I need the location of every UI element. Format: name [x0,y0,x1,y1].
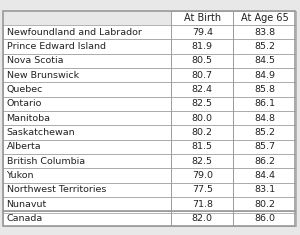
Bar [233,125,296,140]
Text: 81.5: 81.5 [192,142,213,151]
Text: 80.5: 80.5 [192,56,213,65]
Bar [171,154,233,168]
Bar [171,25,233,39]
Text: 84.8: 84.8 [254,114,275,123]
Bar [171,183,233,197]
Bar [3,168,171,183]
Text: Nunavut: Nunavut [7,200,47,209]
Bar [233,11,296,25]
Bar [171,111,233,125]
Bar [3,183,171,197]
Text: 85.7: 85.7 [254,142,275,151]
Text: 85.2: 85.2 [254,128,275,137]
Text: 86.0: 86.0 [254,214,275,223]
Bar [171,68,233,82]
Text: 86.1: 86.1 [254,99,275,108]
Text: 79.4: 79.4 [192,27,213,37]
Bar [233,211,296,226]
Bar [3,211,171,226]
Bar [171,39,233,54]
Text: Prince Edward Island: Prince Edward Island [7,42,106,51]
Text: 84.5: 84.5 [254,56,275,65]
Text: 80.0: 80.0 [192,114,213,123]
Text: Saskatchewan: Saskatchewan [7,128,75,137]
Text: 85.8: 85.8 [254,85,275,94]
Bar [3,154,171,168]
Text: Manitoba: Manitoba [7,114,50,123]
Text: 86.2: 86.2 [254,157,275,166]
Bar [3,197,171,211]
Text: Quebec: Quebec [7,85,43,94]
Text: Yukon: Yukon [7,171,34,180]
Text: 84.4: 84.4 [254,171,275,180]
Text: 71.8: 71.8 [192,200,213,209]
Bar [233,54,296,68]
Text: 79.0: 79.0 [192,171,213,180]
Text: 83.8: 83.8 [254,27,275,37]
Text: New Brunswick: New Brunswick [7,70,79,80]
Bar [233,183,296,197]
Text: 82.5: 82.5 [192,99,213,108]
Bar [171,125,233,140]
Text: 82.0: 82.0 [192,214,213,223]
Bar [171,11,233,25]
Text: 83.1: 83.1 [254,185,275,194]
Bar [171,82,233,97]
Text: 77.5: 77.5 [192,185,213,194]
Bar [233,25,296,39]
Bar [3,68,171,82]
Text: Newfoundland and Labrador: Newfoundland and Labrador [7,27,141,37]
Text: Alberta: Alberta [7,142,41,151]
Text: Canada: Canada [7,214,43,223]
Bar [233,39,296,54]
Text: 82.4: 82.4 [192,85,213,94]
Bar [3,39,171,54]
Text: Northwest Territories: Northwest Territories [7,185,106,194]
Bar [3,140,171,154]
Bar [171,168,233,183]
Text: 82.5: 82.5 [192,157,213,166]
Bar [3,11,171,25]
Bar [171,140,233,154]
Bar [233,97,296,111]
Bar [3,97,171,111]
Text: British Columbia: British Columbia [7,157,85,166]
Bar [171,97,233,111]
Text: 80.2: 80.2 [254,200,275,209]
Bar [171,211,233,226]
Bar [3,111,171,125]
Text: 81.9: 81.9 [192,42,213,51]
Text: 80.2: 80.2 [192,128,213,137]
Bar [3,125,171,140]
Bar [233,82,296,97]
Bar [3,25,171,39]
Bar [233,154,296,168]
Text: Ontario: Ontario [7,99,42,108]
Bar [233,168,296,183]
Text: 85.2: 85.2 [254,42,275,51]
Bar [233,197,296,211]
Text: At Birth: At Birth [184,13,221,23]
Bar [171,197,233,211]
Text: Nova Scotia: Nova Scotia [7,56,63,65]
Text: At Age 65: At Age 65 [241,13,288,23]
Bar [233,68,296,82]
Bar [3,54,171,68]
Text: 80.7: 80.7 [192,70,213,80]
Bar [171,54,233,68]
Text: 84.9: 84.9 [254,70,275,80]
Bar [233,140,296,154]
Bar [3,82,171,97]
Bar [233,111,296,125]
